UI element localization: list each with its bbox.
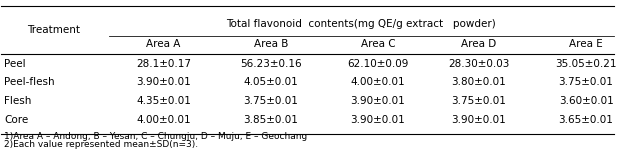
Text: 4.00±0.01: 4.00±0.01 — [136, 115, 191, 125]
Text: Area A: Area A — [147, 39, 181, 49]
Text: 4.05±0.01: 4.05±0.01 — [243, 78, 298, 87]
Text: Area B: Area B — [253, 39, 288, 49]
Text: 4.35±0.01: 4.35±0.01 — [136, 96, 191, 106]
Text: Treatment: Treatment — [27, 25, 80, 35]
Text: 3.90±0.01: 3.90±0.01 — [452, 115, 506, 125]
Text: 4.00±0.01: 4.00±0.01 — [351, 78, 405, 87]
Text: 3.90±0.01: 3.90±0.01 — [351, 96, 405, 106]
Text: 3.65±0.01: 3.65±0.01 — [558, 115, 613, 125]
Text: 28.30±0.03: 28.30±0.03 — [448, 59, 510, 69]
Text: Core: Core — [4, 115, 29, 125]
Text: Area D: Area D — [461, 39, 497, 49]
Text: 3.75±0.01: 3.75±0.01 — [243, 96, 298, 106]
Text: Area C: Area C — [361, 39, 395, 49]
Text: Area E: Area E — [569, 39, 603, 49]
Text: 3.80±0.01: 3.80±0.01 — [452, 78, 506, 87]
Text: 3.75±0.01: 3.75±0.01 — [558, 78, 613, 87]
Text: 3.85±0.01: 3.85±0.01 — [243, 115, 298, 125]
Text: 28.1±0.17: 28.1±0.17 — [136, 59, 191, 69]
Text: 35.05±0.21: 35.05±0.21 — [555, 59, 617, 69]
Text: 2)Each value represented mean±SD(n=3).: 2)Each value represented mean±SD(n=3). — [4, 140, 198, 149]
Text: 3.90±0.01: 3.90±0.01 — [136, 78, 191, 87]
Text: Peel: Peel — [4, 59, 26, 69]
Text: 56.23±0.16: 56.23±0.16 — [240, 59, 301, 69]
Text: 3.60±0.01: 3.60±0.01 — [558, 96, 613, 106]
Text: Flesh: Flesh — [4, 96, 32, 106]
Text: 3.90±0.01: 3.90±0.01 — [351, 115, 405, 125]
Text: 62.10±0.09: 62.10±0.09 — [347, 59, 409, 69]
Text: Peel-flesh: Peel-flesh — [4, 78, 55, 87]
Text: 3.75±0.01: 3.75±0.01 — [452, 96, 506, 106]
Text: 1)Area A – Andong, B – Yesan, C – Chungju, D – Muju, E – Geochang: 1)Area A – Andong, B – Yesan, C – Chungj… — [4, 132, 308, 141]
Text: Total flavonoid  contents(mg QE/g extract   powder): Total flavonoid contents(mg QE/g extract… — [227, 19, 496, 29]
